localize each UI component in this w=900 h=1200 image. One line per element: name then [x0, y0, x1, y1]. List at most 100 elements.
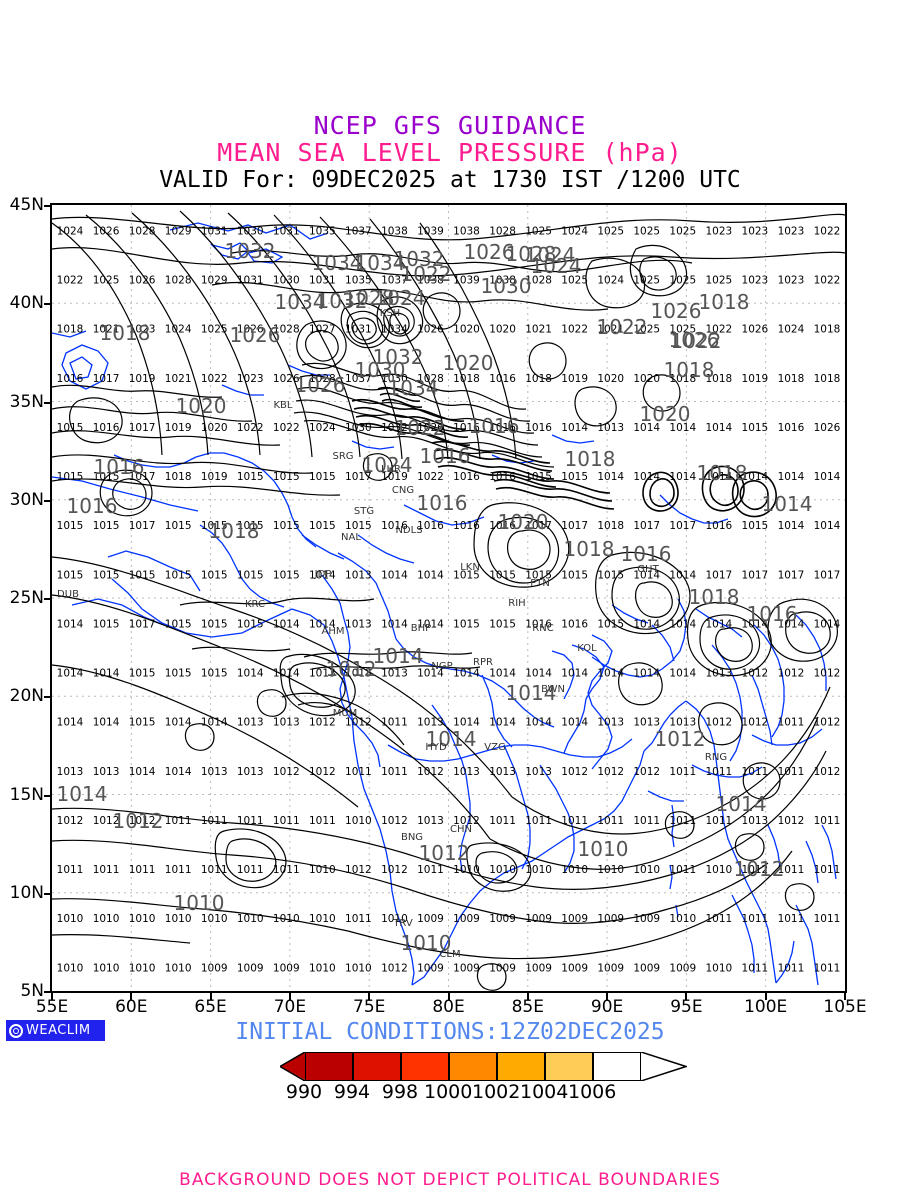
grid-point-value: 1012: [597, 766, 624, 778]
grid-point-value: 1011: [669, 815, 696, 827]
colorbar-cell[interactable]: [400, 1052, 449, 1081]
grid-point-value: 1030: [345, 422, 372, 434]
colorbar-cells[interactable]: [279, 1052, 687, 1081]
colorbar-cell[interactable]: [592, 1052, 641, 1081]
weaclim-logo[interactable]: WEACLIM: [6, 1020, 105, 1041]
grid-point-value: 1017: [129, 618, 156, 630]
contour-label: 1026: [464, 240, 515, 264]
x-tick-mark: [209, 993, 212, 1000]
grid-point-value: 1014: [489, 717, 516, 729]
colorbar-label: 994: [333, 1081, 371, 1103]
grid-point-value: 1010: [525, 864, 552, 876]
map-plot-area[interactable]: 1024 1026 1028 1029 1031 1030 1031 1035 1037 1038…: [50, 203, 847, 993]
colorbar-cell[interactable]: [352, 1052, 401, 1081]
grid-point-value: 1010: [345, 815, 372, 827]
grid-point-value: 1010: [201, 913, 228, 925]
grid-point-value: 1012: [417, 766, 444, 778]
grid-point-value: 1010: [273, 913, 300, 925]
x-tick-label: 80E: [432, 997, 465, 1017]
grid-point-value: 1014: [453, 717, 480, 729]
grid-point-value: 1016: [453, 520, 480, 532]
grid-point-value: 1012: [345, 864, 372, 876]
city-label: KSH: [380, 308, 400, 319]
contour-label: 1014: [716, 792, 767, 816]
grid-point-value: 1017: [129, 471, 156, 483]
grid-point-value: 1015: [201, 569, 228, 581]
y-tick-label: 5N: [20, 981, 44, 1001]
grid-point-value: 1025: [669, 225, 696, 237]
grid-point-value: 1014: [669, 569, 696, 581]
contour-label: 1020: [498, 510, 549, 534]
grid-point-value: 1023: [778, 225, 805, 237]
contour-label: 1034: [275, 290, 326, 314]
grid-point-value: 1026: [273, 373, 300, 385]
colorbar-cell[interactable]: [496, 1052, 545, 1081]
colorbar-label: 1006: [568, 1081, 617, 1103]
contour-label: 1026: [651, 299, 702, 323]
grid-point-value: 1012: [561, 766, 588, 778]
grid-point-value: 1009: [525, 913, 552, 925]
contour-label: 1010: [578, 837, 629, 861]
grid-point-value: 1009: [633, 962, 660, 974]
grid-point-value: 1011: [633, 815, 660, 827]
contour-label: 1022: [395, 416, 446, 440]
grid-point-value: 1013: [417, 815, 444, 827]
grid-point-value: 1011: [273, 815, 300, 827]
grid-point-value: 1015: [93, 471, 120, 483]
grid-point-value: 1022: [705, 324, 732, 336]
city-label: NDLS: [395, 525, 422, 536]
grid-point-value: 1029: [165, 225, 192, 237]
colorbar-cell[interactable]: [304, 1052, 353, 1081]
grid-point-value: 1010: [165, 913, 192, 925]
grid-point-value: 1013: [309, 668, 336, 680]
x-tick-mark: [685, 993, 688, 1000]
grid-point-value: 1015: [309, 520, 336, 532]
colorbar-cell[interactable]: [448, 1052, 497, 1081]
grid-point-value: 1038: [417, 275, 444, 287]
grid-point-value: 1022: [237, 422, 264, 434]
grid-point-value: 1019: [381, 471, 408, 483]
grid-point-value: 1011: [814, 815, 841, 827]
city-label: LHR: [381, 464, 401, 475]
grid-point-value: 1011: [201, 864, 228, 876]
title-line-variable: MEAN SEA LEVEL PRESSURE (hPa): [217, 138, 683, 167]
grid-point-value: 1026: [742, 324, 769, 336]
grid-point-value: 1010: [489, 864, 516, 876]
grid-point-value: 1019: [561, 373, 588, 385]
contour-label: 1026: [230, 323, 281, 347]
contour-label: 1030: [355, 358, 406, 382]
grid-point-value: 1023: [742, 275, 769, 287]
grid-point-value: 1010: [309, 962, 336, 974]
contour-label: 1012: [655, 727, 706, 751]
grid-point-value: 1023: [237, 373, 264, 385]
grid-point-value: 1012: [705, 717, 732, 729]
grid-point-value: 1010: [669, 913, 696, 925]
grid-point-value: 1018: [669, 373, 696, 385]
grid-point-value: 1014: [705, 471, 732, 483]
colorbar-cell[interactable]: [544, 1052, 593, 1081]
grid-point-value: 1011: [345, 913, 372, 925]
grid-point-value: 1011: [742, 962, 769, 974]
grid-point-value: 1024: [57, 225, 84, 237]
grid-point-value: 1014: [165, 766, 192, 778]
grid-point-value: 1014: [814, 520, 841, 532]
contour-label: 1034: [355, 251, 406, 275]
grid-point-value: 1009: [669, 962, 696, 974]
circle-ring-icon: [9, 1023, 23, 1038]
grid-point-value: 1014: [201, 717, 228, 729]
grid-point-value: 1035: [345, 275, 372, 287]
grid-point-value: 1012: [453, 815, 480, 827]
grid-point-value: 1017: [129, 422, 156, 434]
grid-point-value: 1010: [309, 913, 336, 925]
x-tick-mark: [288, 993, 291, 1000]
grid-point-value: 1026: [129, 275, 156, 287]
x-tick-label: 60E: [115, 997, 148, 1017]
grid-point-value: 1031: [237, 275, 264, 287]
grid-point-value: 1028: [309, 373, 336, 385]
grid-point-value: 1015: [525, 569, 552, 581]
contour-label: 1024: [375, 286, 426, 310]
grid-point-value: 1010: [561, 864, 588, 876]
isobar-contours: [52, 210, 845, 991]
contour-label: 1016: [469, 414, 520, 438]
grid-point-value: 1025: [633, 324, 660, 336]
